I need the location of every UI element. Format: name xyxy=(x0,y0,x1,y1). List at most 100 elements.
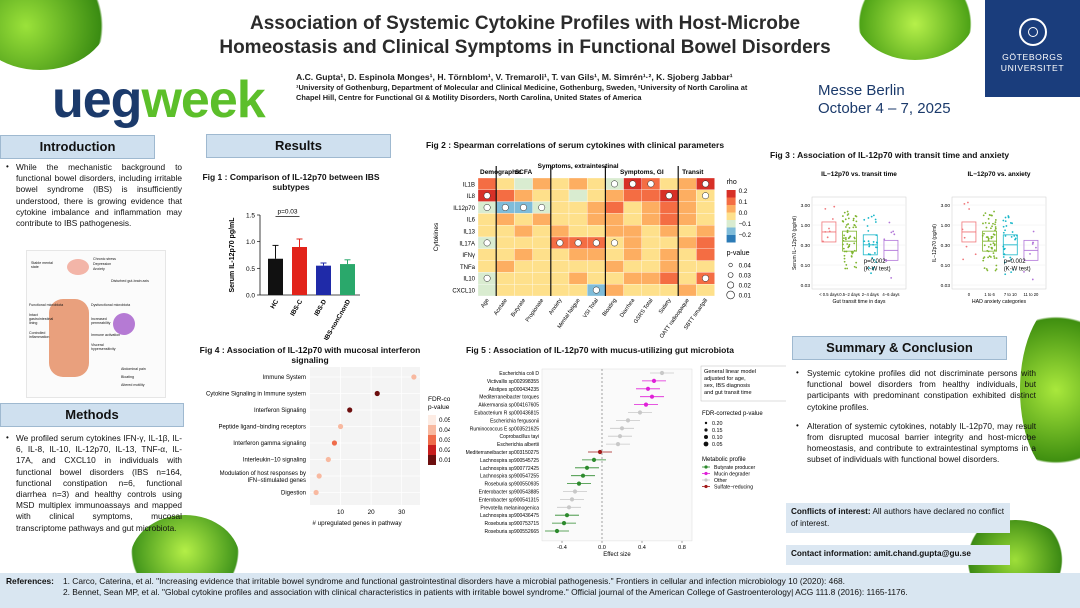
fig3-point xyxy=(828,230,831,233)
fig2-pvalue-dot xyxy=(520,204,527,211)
fig4-pathway-label: Peptide ligand−binding receptors xyxy=(218,425,306,431)
bullet-icon: • xyxy=(796,420,799,430)
fig2-cell xyxy=(605,284,624,297)
fig2-cell xyxy=(659,213,679,226)
fig2-row-label: IFNγ xyxy=(462,253,475,259)
fig2-cell xyxy=(587,225,606,238)
fig2-cell xyxy=(477,248,497,261)
fig3-point xyxy=(851,252,854,255)
fig2-cell xyxy=(532,213,551,226)
fig3-ylabel: Serum IL−12p70 (pg/ml) xyxy=(792,216,798,270)
fig3-panel-title: IL−12p70 vs. transit time xyxy=(821,171,897,178)
fig3-point xyxy=(1016,234,1018,237)
fig5-profile-label: Mucin degrader xyxy=(714,472,750,478)
fig3-point xyxy=(988,255,991,258)
diagram-label: Depression xyxy=(93,262,112,266)
fig2-cell xyxy=(550,213,570,226)
fig2-cell xyxy=(550,272,570,285)
fig5-model-note: General linear model adjusted for age, sex… xyxy=(704,369,756,396)
fig3-point xyxy=(994,227,997,230)
fig2-cell xyxy=(477,177,497,190)
bullet-icon: • xyxy=(6,433,9,442)
bullet-icon: • xyxy=(796,368,799,377)
fig5-fdr-label: 0.20 xyxy=(712,421,723,427)
fig2-legend-swatch xyxy=(726,235,736,243)
fig3-point xyxy=(983,232,985,235)
fig5-taxon-label: Mediterraneibacter torques xyxy=(479,395,539,401)
fig3-point xyxy=(1032,230,1035,233)
fig5-point xyxy=(576,481,582,486)
fig5-taxon-label: Lachnospira sp900545725 xyxy=(480,458,539,464)
fig5-point xyxy=(580,473,586,478)
fig2-pvalue-legend-dot xyxy=(728,262,733,268)
summary-heading: Summary & Conclusion xyxy=(792,336,1007,360)
fig5-point xyxy=(564,513,570,518)
fig3-point xyxy=(833,205,836,208)
fig2-cell xyxy=(587,213,606,226)
fig2-row-label: IL12p70 xyxy=(453,206,475,212)
fig2-pvalue-dot xyxy=(611,180,618,188)
fig5-point xyxy=(619,426,625,431)
fig2-ylabel: Cytokines xyxy=(433,222,440,251)
fig2-cell xyxy=(550,284,570,297)
fig3-point xyxy=(993,255,995,258)
fig2-pvalue-dot xyxy=(592,286,600,294)
fig3-point xyxy=(848,227,851,229)
fig2-cell xyxy=(641,272,661,285)
fig4-point xyxy=(347,407,353,413)
fig2-cell xyxy=(514,225,533,238)
fig2-cell xyxy=(641,201,661,214)
fig3-point xyxy=(967,201,969,204)
fig5-profile-label: Sulfate−reducing xyxy=(714,485,753,491)
diagram-label: Bloating xyxy=(121,375,134,379)
diagram-label: Anxiety xyxy=(93,267,105,271)
fig5-taxon-label: Lachnospira sp900436475 xyxy=(480,513,539,519)
fig3-point xyxy=(850,255,853,257)
fig3-point xyxy=(1002,245,1005,248)
summary-bullet-1: Systemic cytokine profiles did not discr… xyxy=(807,368,1036,412)
fig3-point xyxy=(987,250,990,253)
fig3-point xyxy=(986,269,989,272)
fig3-category-label: 7 to 10 xyxy=(1004,292,1017,297)
fig3-point xyxy=(994,229,996,232)
fig2-cell xyxy=(514,272,533,285)
fig4-chart: 10 20 30 Immune System Cytokine Signaling in… xyxy=(206,367,450,527)
methods-heading: Methods xyxy=(0,403,184,427)
diagram-label: Controlled inflammation xyxy=(29,331,50,339)
fig5-fdr-dot xyxy=(704,421,708,425)
fig2-pvalue-dot xyxy=(629,180,637,188)
fig2-col-label: Age xyxy=(480,298,491,310)
fig3-point xyxy=(1004,229,1006,232)
fig2-row-label: IL8 xyxy=(467,194,476,200)
contact-email[interactable]: amit.chand.gupta@gu.se xyxy=(873,549,971,558)
fig5-profile-dot xyxy=(704,484,708,489)
fig3-point xyxy=(986,236,989,238)
fig5-point xyxy=(625,418,631,423)
fig5-chart: Escherichia coli D Victivallis sp00299835… xyxy=(466,365,786,557)
fig2-cell xyxy=(532,272,551,285)
fig2-cell xyxy=(605,225,624,238)
fig2-legend-swatch xyxy=(726,220,736,228)
fig2-cell xyxy=(641,248,661,261)
fig5-point xyxy=(615,442,621,447)
fig3-point xyxy=(843,211,846,214)
fig3-test: (K-W test) xyxy=(1004,267,1031,273)
fig3-point xyxy=(994,221,997,224)
fig3-point xyxy=(824,207,827,210)
fig3-point xyxy=(844,236,847,239)
fig3-ytick-label: 3.00 xyxy=(941,203,951,209)
fig3-point xyxy=(1004,273,1007,276)
fig3-point xyxy=(1002,256,1005,258)
fig2-cell xyxy=(514,284,533,297)
fig2-col-label: GSRS Total xyxy=(633,298,655,325)
fig1-bar xyxy=(340,264,355,295)
fig3-test: (K-W test) xyxy=(864,267,891,273)
fig5-taxon-label: Escherichia albertii xyxy=(497,442,539,448)
fig3-point xyxy=(1023,270,1025,273)
fig3-ytick-label: 1.00 xyxy=(941,223,951,229)
fig5-taxon-label: Enterobacter sp900543885 xyxy=(479,490,540,496)
logo-week: week xyxy=(141,71,265,129)
fig3-point xyxy=(843,257,846,260)
fig1-bar xyxy=(316,265,331,295)
contact-label: Contact information: xyxy=(791,549,872,558)
